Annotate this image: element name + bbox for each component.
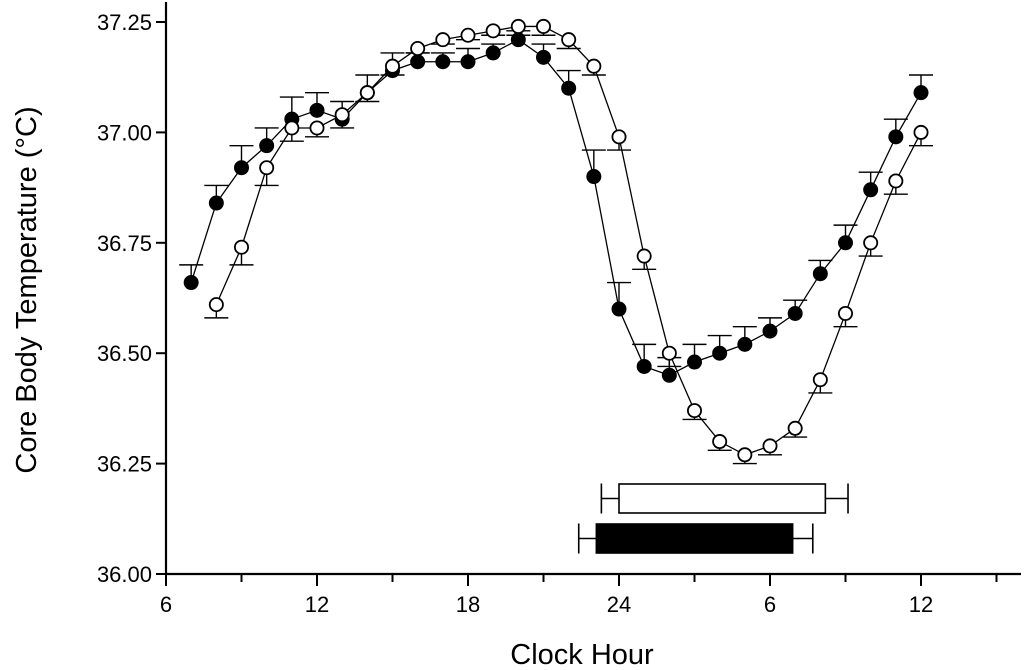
open-circle-marker (787, 420, 803, 436)
open-circle-marker (309, 120, 325, 136)
open-circle-marker (334, 107, 350, 123)
open-circle-marker (233, 239, 249, 255)
open-circle-marker (913, 124, 929, 140)
open-circle-marker (661, 345, 677, 361)
bar-rect (595, 523, 794, 554)
filled-circle-marker (460, 54, 476, 70)
open-circle-marker (762, 438, 778, 454)
x-axis-title: Clock Hour (510, 639, 654, 670)
series-line (190, 38, 922, 376)
y-tick-label: 36.50 (97, 341, 152, 366)
open-circle-marker (712, 434, 728, 450)
open-circle-marker (561, 32, 577, 48)
x-tick-label: 12 (305, 592, 329, 617)
filled-circle-marker (561, 80, 577, 96)
open-circle-marker (410, 40, 426, 56)
filled-circle-marker (838, 235, 854, 251)
data-series (179, 18, 933, 465)
filled-sleep-bar (577, 523, 814, 554)
open-circle-marker (863, 235, 879, 251)
bar-rect (618, 483, 827, 514)
open-circle-marker (536, 18, 552, 34)
filled-circle-series (179, 30, 933, 383)
y-tick-label: 36.75 (97, 231, 152, 256)
filled-circle-marker (762, 323, 778, 339)
y-axis-title: Core Body Temperature (°C) (11, 106, 43, 473)
open-circle-marker (838, 305, 854, 321)
y-tick-label: 37.00 (97, 120, 152, 145)
open-sleep-bar (600, 483, 849, 514)
filled-circle-marker (888, 129, 904, 145)
x-tick-label: 24 (607, 592, 631, 617)
filled-circle-marker (913, 85, 929, 101)
open-circle-marker (485, 23, 501, 39)
filled-circle-marker (661, 367, 677, 383)
filled-circle-marker (435, 54, 451, 70)
filled-circle-marker (712, 345, 728, 361)
open-circle-marker (586, 58, 602, 74)
x-tick-label: 6 (160, 592, 172, 617)
filled-circle-marker (737, 336, 753, 352)
open-circle-marker (435, 32, 451, 48)
sleep-period-bars (577, 483, 849, 554)
open-circle-marker (737, 447, 753, 463)
open-circle-marker (687, 403, 703, 419)
x-tick-label: 12 (909, 592, 933, 617)
x-tick-label: 6 (764, 592, 776, 617)
open-circle-marker (359, 85, 375, 101)
open-circle-marker (460, 27, 476, 43)
open-circle-marker (510, 18, 526, 34)
open-circle-marker (888, 173, 904, 189)
filled-circle-marker (485, 45, 501, 61)
y-tick-label: 37.25 (97, 10, 152, 35)
open-circle-marker (812, 372, 828, 388)
filled-circle-marker (636, 358, 652, 374)
filled-circle-marker (208, 195, 224, 211)
x-tick-label: 18 (456, 592, 480, 617)
open-circle-marker (284, 120, 300, 136)
filled-circle-marker (233, 160, 249, 176)
open-circle-marker (611, 129, 627, 145)
filled-circle-marker (586, 169, 602, 185)
filled-circle-marker (787, 305, 803, 321)
open-circle-marker (208, 297, 224, 313)
filled-circle-marker (309, 102, 325, 118)
filled-circle-marker (812, 266, 828, 282)
open-circle-marker (636, 248, 652, 264)
filled-circle-marker (183, 275, 199, 291)
filled-circle-marker (863, 182, 879, 198)
filled-circle-marker (611, 301, 627, 317)
axes: 36.00 36.25 36.50 36.75 37.00 37.25 6 12 18 24 6 12 (97, 2, 1021, 617)
open-circle-series (204, 18, 933, 465)
filled-circle-marker (687, 354, 703, 370)
filled-circle-marker (410, 54, 426, 70)
filled-circle-marker (536, 49, 552, 65)
y-tick-label: 36.00 (97, 562, 152, 587)
open-circle-marker (259, 160, 275, 176)
y-tick-label: 36.25 (97, 452, 152, 477)
filled-circle-marker (259, 138, 275, 154)
open-circle-marker (384, 58, 400, 74)
